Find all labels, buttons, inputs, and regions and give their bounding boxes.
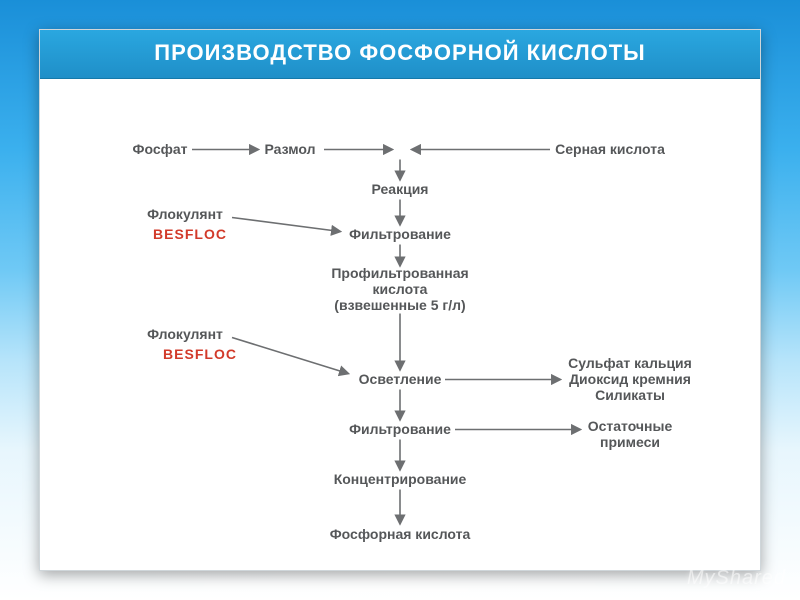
background: ПРОИЗВОДСТВО ФОСФОРНОЙ КИСЛОТЫ Фосфат Раз… <box>0 0 800 600</box>
node-floc2-line: Флокулянт <box>147 326 223 342</box>
node-brand1-line: BESFLOC <box>153 226 227 242</box>
node-floc1: Флокулянт <box>147 206 223 222</box>
node-brand1: BESFLOC <box>153 226 227 242</box>
node-out2-line: примеси <box>600 434 660 450</box>
node-sulfuric-line: Серная кислота <box>555 141 665 157</box>
node-grind: Размол <box>265 141 316 157</box>
title-text: ПРОИЗВОДСТВО ФОСФОРНОЙ КИСЛОТЫ <box>154 40 645 65</box>
node-concentrate: Концентрирование <box>334 471 467 487</box>
node-concentrate-line: Концентрирование <box>334 471 467 487</box>
node-filtered-line: кислота <box>373 281 428 297</box>
node-product-line: Фосфорная кислота <box>330 526 471 542</box>
node-floc1-line: Флокулянт <box>147 206 223 222</box>
node-out1-line: Силикаты <box>595 387 665 403</box>
node-product: Фосфорная кислота <box>330 526 471 542</box>
node-brand2: BESFLOC <box>163 346 237 362</box>
node-phosphate: Фосфат <box>133 141 188 157</box>
arrow-4 <box>232 218 340 232</box>
node-out1-line: Сульфат кальция <box>568 355 692 371</box>
node-filter1-line: Фильтрование <box>349 226 451 242</box>
node-filter2: Фильтрование <box>349 421 451 437</box>
node-out1: Сульфат кальцияДиоксид кремнияСиликаты <box>530 355 730 403</box>
node-clarify: Осветление <box>359 371 442 387</box>
node-out2: Остаточныепримеси <box>530 418 730 450</box>
node-reaction-line: Реакция <box>372 181 429 197</box>
node-phosphate-line: Фосфат <box>133 141 188 157</box>
node-brand2-line: BESFLOC <box>163 346 237 362</box>
node-grind-line: Размол <box>265 141 316 157</box>
node-filtered: Профильтрованнаякислота(взвешенные 5 г/л… <box>300 265 500 313</box>
node-sulfuric: Серная кислота <box>555 141 665 157</box>
diagram-canvas: Фосфат Размол Серная кислота Реакция Флокуля… <box>40 79 760 570</box>
node-out2-line: Остаточные <box>588 418 673 434</box>
watermark: MyShared <box>687 567 786 590</box>
node-filtered-line: Профильтрованная <box>331 265 468 281</box>
title-bar: ПРОИЗВОДСТВО ФОСФОРНОЙ КИСЛОТЫ <box>40 30 760 79</box>
node-out1-line: Диоксид кремния <box>569 371 691 387</box>
node-reaction: Реакция <box>372 181 429 197</box>
node-floc2: Флокулянт <box>147 326 223 342</box>
slide-frame: ПРОИЗВОДСТВО ФОСФОРНОЙ КИСЛОТЫ Фосфат Раз… <box>39 29 761 571</box>
node-filter2-line: Фильтрование <box>349 421 451 437</box>
node-filtered-line: (взвешенные 5 г/л) <box>334 297 465 313</box>
node-clarify-line: Осветление <box>359 371 442 387</box>
arrow-7 <box>232 338 348 374</box>
node-filter1: Фильтрование <box>349 226 451 242</box>
